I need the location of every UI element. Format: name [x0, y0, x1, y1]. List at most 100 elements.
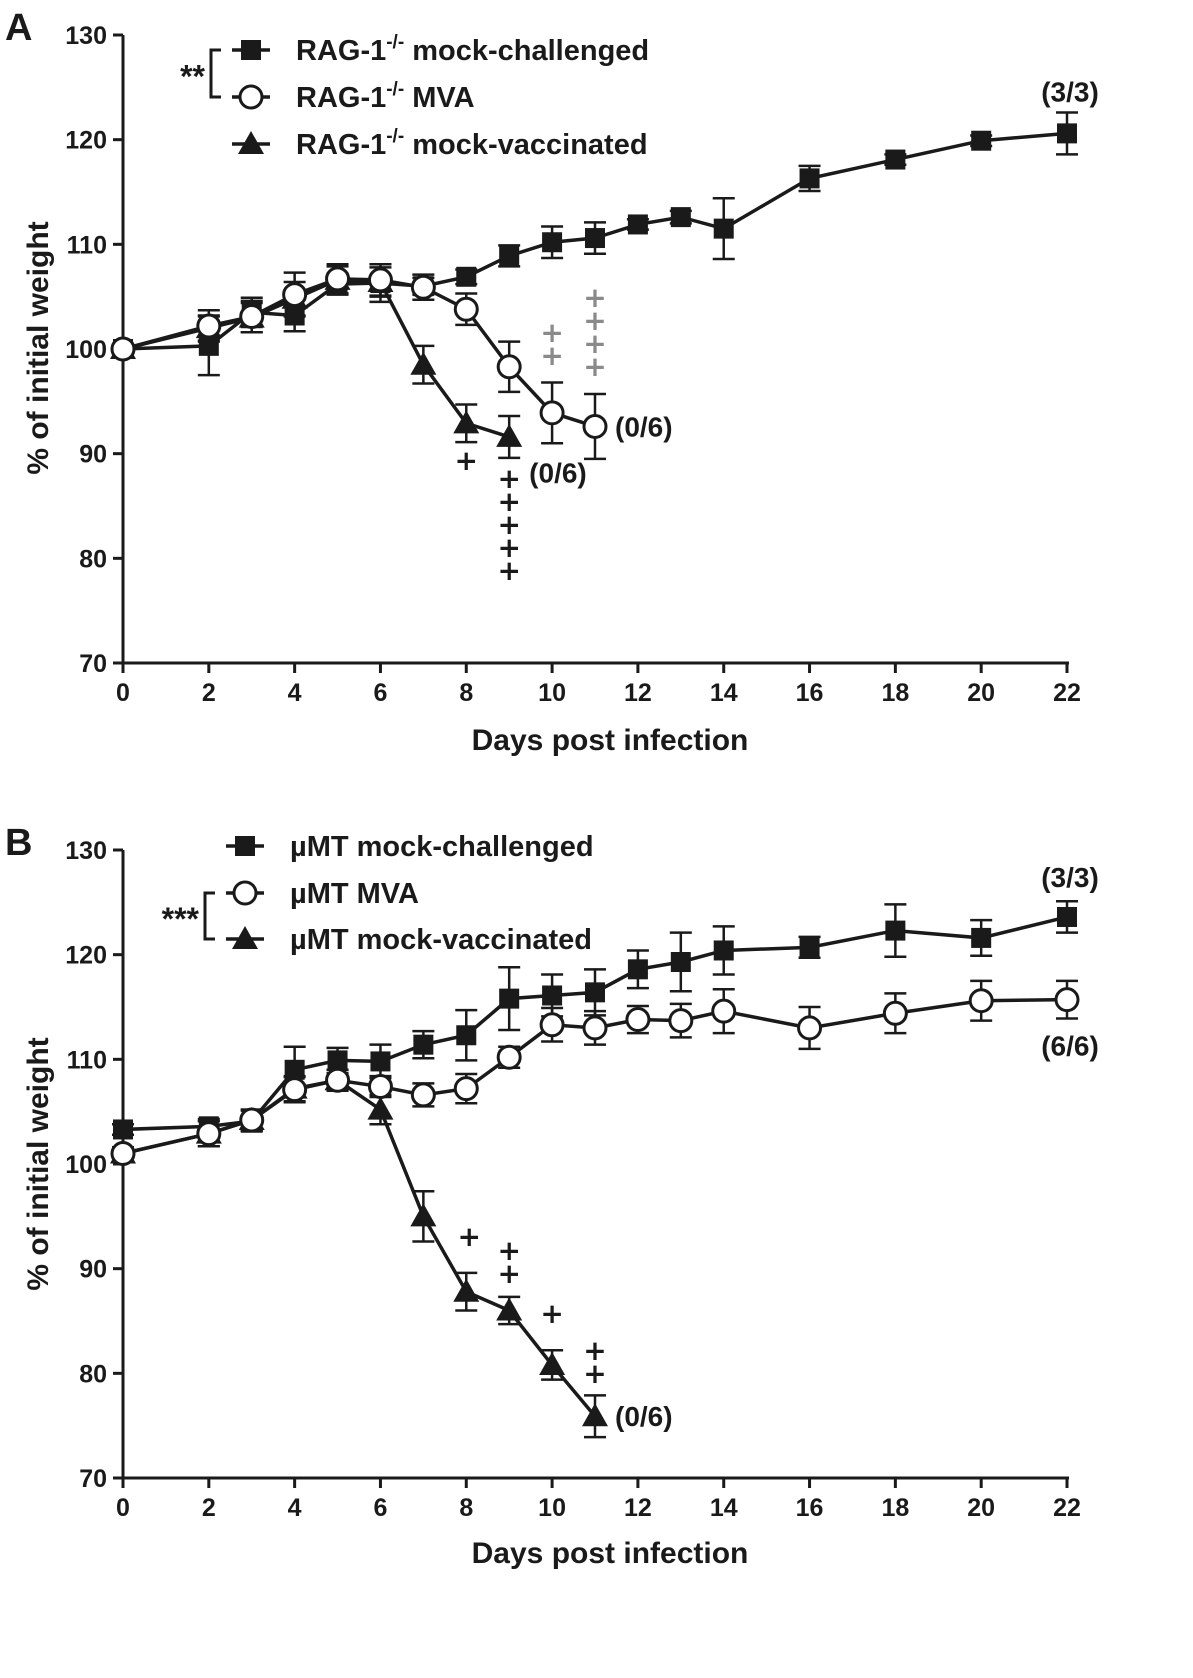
- death-marker: +: [497, 531, 520, 564]
- data-point: [885, 149, 906, 170]
- data-point: [239, 1107, 265, 1133]
- legend-marker: [232, 880, 258, 906]
- data-point: [327, 1050, 348, 1071]
- data-point: [797, 1015, 823, 1041]
- data-point: [110, 336, 136, 362]
- y-tick-label: 80: [79, 545, 107, 573]
- series-circle: [110, 262, 608, 461]
- data-point: [585, 982, 605, 1003]
- x-tick-label: 14: [710, 679, 738, 707]
- death-marker: +: [497, 508, 520, 541]
- x-tick-label: 22: [1053, 1494, 1081, 1522]
- legend-marker: [238, 84, 264, 110]
- death-marker: +: [497, 554, 520, 587]
- x-tick-label: 8: [459, 1494, 473, 1522]
- x-tick-label: 20: [967, 679, 995, 707]
- legend-marker: [235, 836, 255, 856]
- data-point: [453, 1076, 479, 1102]
- death-marker: +: [497, 485, 520, 518]
- data-point: [110, 1141, 136, 1167]
- x-tick-label: 2: [202, 1494, 216, 1522]
- y-tick-label: 130: [65, 837, 107, 865]
- data-point: [499, 245, 520, 266]
- legend-label: µMT mock-vaccinated: [290, 924, 592, 956]
- data-point: [196, 1121, 222, 1147]
- data-point: [627, 214, 648, 235]
- series-circle: [110, 979, 1080, 1167]
- x-tick-label: 0: [116, 1494, 130, 1522]
- y-tick-label: 110: [67, 1046, 107, 1074]
- chart-panel-a: A 70 80 90 100 110 120 130 0 2 4 6 8 10 12 14 16 18 20 22 Da…: [5, 7, 1099, 757]
- data-point: [453, 296, 479, 322]
- death-marker: +: [497, 462, 520, 495]
- survival-label: (6/6): [1041, 1031, 1099, 1062]
- data-point: [627, 959, 648, 980]
- y-tick-label: 70: [79, 650, 107, 678]
- x-tick-label: 14: [710, 1494, 738, 1522]
- y-tick-label: 100: [65, 336, 107, 364]
- x-tick-label: 10: [538, 679, 566, 707]
- x-axis-title: Days post infection: [472, 1537, 749, 1570]
- legend-label: RAG-1-/- mock-vaccinated: [296, 126, 648, 161]
- panel-letter: B: [5, 822, 32, 864]
- x-tick-label: 2: [202, 679, 216, 707]
- survival-label: (0/6): [615, 411, 673, 442]
- y-tick-label: 100: [65, 1151, 107, 1179]
- data-point: [882, 1000, 908, 1026]
- x-axis-title: Days post infection: [472, 724, 749, 757]
- y-tick-label: 90: [79, 441, 107, 469]
- death-marker: +: [458, 1220, 481, 1253]
- x-tick-label: 0: [116, 679, 130, 707]
- data-point: [496, 423, 523, 447]
- x-tick-label: 16: [796, 1494, 824, 1522]
- survival-label: (0/6): [615, 1401, 673, 1432]
- data-point: [670, 951, 691, 972]
- data-point: [582, 413, 608, 439]
- y-axis-title: % of initial weight: [22, 221, 55, 474]
- legend-label: µMT MVA: [290, 878, 419, 910]
- series-triangle: [110, 265, 523, 460]
- data-point: [456, 266, 477, 287]
- y-tick-label: 120: [65, 942, 107, 970]
- data-point: [367, 267, 393, 293]
- x-tick-label: 6: [374, 1494, 388, 1522]
- data-point: [968, 988, 994, 1014]
- x-tick-label: 22: [1053, 679, 1081, 707]
- death-marker: +: [540, 1297, 563, 1330]
- data-point: [539, 400, 565, 426]
- x-tick-label: 4: [288, 679, 302, 707]
- y-tick-label: 80: [79, 1360, 107, 1388]
- legend-label: µMT mock-challenged: [290, 831, 594, 863]
- death-marker: +: [540, 316, 563, 349]
- death-marker: +: [583, 304, 606, 337]
- data-point: [453, 1278, 480, 1302]
- legend: RAG-1-/- mock-challenged RAG-1-/- MVA RAG-…: [180, 32, 649, 161]
- death-marker: +: [497, 1257, 520, 1290]
- data-point: [670, 207, 691, 228]
- survival-label: (0/6): [529, 458, 587, 489]
- significance-stars: **: [180, 59, 205, 95]
- significance-bracket: [209, 48, 221, 99]
- data-point: [799, 168, 820, 189]
- legend-label: RAG-1-/- mock-challenged: [296, 32, 649, 67]
- death-marker: +: [497, 1234, 520, 1267]
- series-square: [113, 111, 1078, 377]
- x-tick-label: 12: [624, 679, 652, 707]
- x-tick-label: 18: [881, 1494, 909, 1522]
- x-tick-label: 6: [374, 679, 388, 707]
- survival-label: (3/3): [1041, 862, 1099, 893]
- data-point: [410, 1082, 436, 1108]
- data-point: [496, 1297, 523, 1321]
- data-point: [711, 998, 737, 1024]
- y-axis-title: % of initial weight: [22, 1037, 55, 1290]
- data-point: [239, 304, 265, 330]
- data-point: [453, 410, 480, 434]
- x-tick-label: 10: [538, 1494, 566, 1522]
- data-point: [496, 354, 522, 380]
- death-marker: +: [583, 327, 606, 360]
- data-point: [282, 1077, 308, 1103]
- data-point: [325, 1067, 351, 1093]
- legend: µMT mock-challenged µMT MVA µMT mock-vacci…: [162, 831, 594, 956]
- legend-marker: [241, 40, 261, 60]
